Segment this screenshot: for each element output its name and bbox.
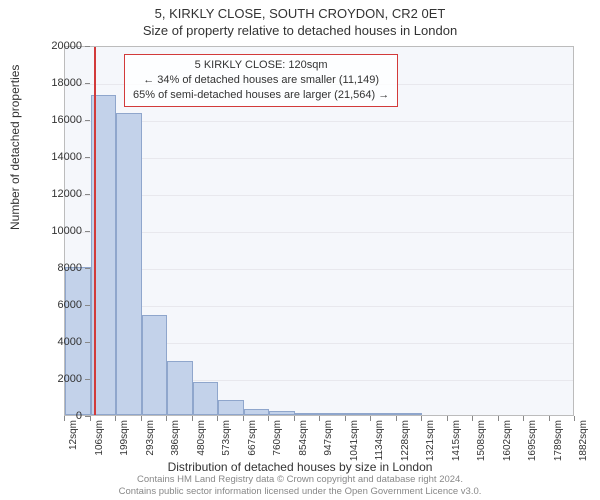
x-axis-label: Distribution of detached houses by size …	[0, 460, 600, 474]
annotation-box: 5 KIRKLY CLOSE: 120sqm ← 34% of detached…	[124, 54, 398, 107]
histogram-bar	[218, 400, 244, 415]
x-tick-mark	[549, 416, 550, 421]
x-tick-label: 573sqm	[221, 420, 232, 456]
histogram-bar	[269, 411, 295, 415]
footer-line1: Contains HM Land Registry data © Crown c…	[0, 474, 600, 486]
footer: Contains HM Land Registry data © Crown c…	[0, 474, 600, 498]
y-tick-mark	[85, 194, 90, 195]
y-tick-label: 20000	[38, 40, 82, 52]
x-tick-label: 480sqm	[196, 420, 207, 456]
annotation-line1: 5 KIRKLY CLOSE: 120sqm	[133, 58, 389, 73]
x-tick-label: 12sqm	[68, 420, 79, 450]
x-tick-label: 293sqm	[145, 420, 156, 456]
x-tick-label: 386sqm	[170, 420, 181, 456]
page-title-line2: Size of property relative to detached ho…	[0, 21, 600, 38]
y-tick-mark	[85, 231, 90, 232]
x-tick-label: 854sqm	[298, 420, 309, 456]
x-tick-mark	[370, 416, 371, 421]
y-tick-mark	[85, 83, 90, 84]
x-tick-label: 199sqm	[119, 420, 130, 456]
histogram-bar	[397, 413, 423, 415]
y-tick-mark	[85, 305, 90, 306]
y-tick-label: 4000	[38, 336, 82, 348]
x-tick-mark	[192, 416, 193, 421]
x-tick-label: 1041sqm	[349, 420, 360, 461]
y-tick-mark	[85, 416, 90, 417]
x-tick-mark	[141, 416, 142, 421]
histogram-bar	[142, 315, 168, 415]
x-tick-mark	[396, 416, 397, 421]
y-tick-mark	[85, 379, 90, 380]
x-tick-mark	[523, 416, 524, 421]
x-tick-label: 1789sqm	[553, 420, 564, 461]
y-tick-label: 6000	[38, 299, 82, 311]
x-tick-label: 1134sqm	[374, 420, 385, 460]
x-tick-mark	[294, 416, 295, 421]
x-tick-mark	[166, 416, 167, 421]
annotation-line2: ← 34% of detached houses are smaller (11…	[133, 73, 389, 88]
x-tick-mark	[447, 416, 448, 421]
x-tick-label: 1695sqm	[527, 420, 538, 461]
footer-line2: Contains public sector information licen…	[0, 486, 600, 498]
y-tick-mark	[85, 46, 90, 47]
histogram-bar	[371, 413, 397, 415]
x-tick-mark	[319, 416, 320, 421]
y-tick-label: 10000	[38, 225, 82, 237]
x-tick-mark	[268, 416, 269, 421]
x-tick-label: 1508sqm	[476, 420, 487, 461]
y-tick-label: 14000	[38, 151, 82, 163]
y-tick-mark	[85, 268, 90, 269]
x-tick-label: 760sqm	[272, 420, 283, 456]
y-tick-label: 0	[38, 410, 82, 422]
x-tick-mark	[243, 416, 244, 421]
x-tick-label: 106sqm	[94, 420, 105, 456]
y-tick-label: 16000	[38, 114, 82, 126]
histogram-bar	[346, 413, 372, 415]
x-tick-mark	[217, 416, 218, 421]
annotation-line3: 65% of semi-detached houses are larger (…	[133, 88, 389, 103]
histogram-bar	[193, 382, 219, 415]
y-tick-mark	[85, 342, 90, 343]
histogram-bar	[295, 413, 321, 415]
y-tick-mark	[85, 157, 90, 158]
histogram-bar	[244, 409, 270, 415]
histogram-bar	[116, 113, 142, 415]
y-tick-mark	[85, 120, 90, 121]
page-title-line1: 5, KIRKLY CLOSE, SOUTH CROYDON, CR2 0ET	[0, 0, 600, 21]
y-axis-label: Number of detached properties	[8, 65, 22, 230]
y-tick-label: 8000	[38, 262, 82, 274]
x-tick-label: 667sqm	[247, 420, 258, 456]
histogram-bar	[320, 413, 346, 415]
x-tick-label: 1321sqm	[425, 420, 436, 461]
x-tick-mark	[345, 416, 346, 421]
y-tick-label: 12000	[38, 188, 82, 200]
x-tick-mark	[498, 416, 499, 421]
y-tick-label: 2000	[38, 373, 82, 385]
x-tick-mark	[472, 416, 473, 421]
y-tick-label: 18000	[38, 77, 82, 89]
histogram-bar	[167, 361, 193, 415]
marker-line	[94, 47, 96, 415]
chart-area: 5 KIRKLY CLOSE: 120sqm ← 34% of detached…	[64, 46, 574, 416]
x-tick-label: 1602sqm	[502, 420, 513, 461]
x-tick-label: 1882sqm	[578, 420, 589, 461]
x-tick-label: 947sqm	[323, 420, 334, 456]
x-tick-label: 1228sqm	[400, 420, 411, 461]
x-tick-mark	[574, 416, 575, 421]
x-tick-mark	[115, 416, 116, 421]
x-tick-mark	[421, 416, 422, 421]
x-tick-label: 1415sqm	[451, 420, 462, 461]
